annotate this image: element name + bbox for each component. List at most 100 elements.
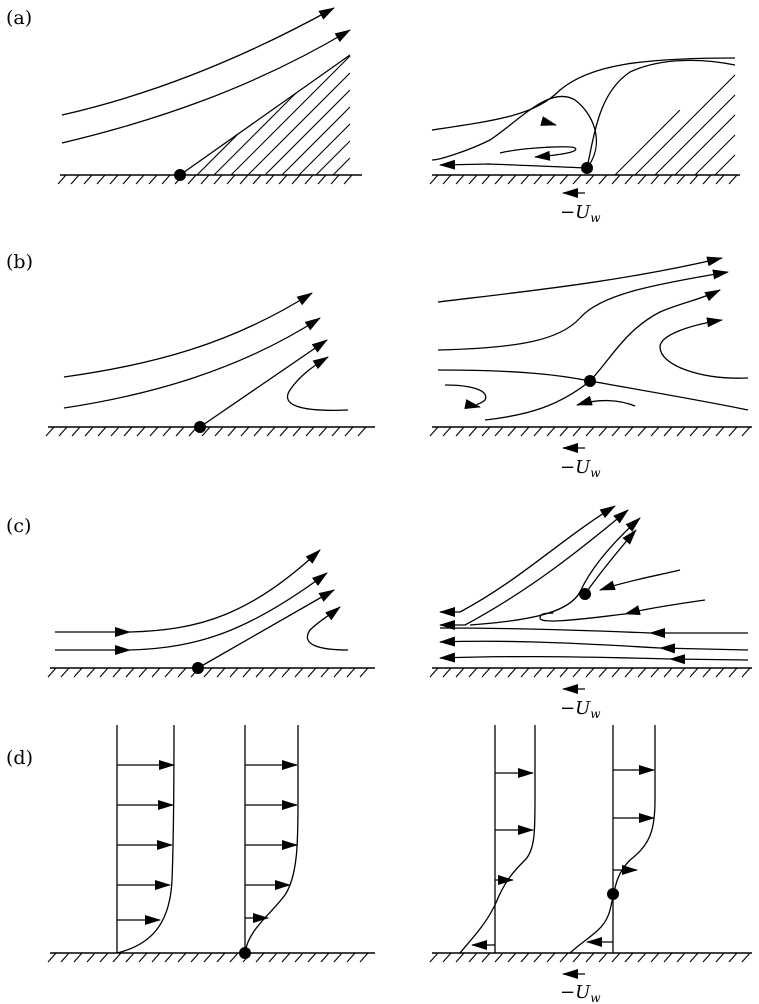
wall-hatch-tick xyxy=(304,174,314,185)
wall-velocity-symbol: U xyxy=(575,202,591,223)
wall-hatch-tick xyxy=(71,426,81,437)
wall-velocity-subscript: w xyxy=(590,211,601,225)
separation-point xyxy=(239,947,251,959)
wall-hatch-tick xyxy=(533,667,543,678)
wall-hatch-tick xyxy=(676,426,686,437)
wall-hatch-tick xyxy=(637,426,647,437)
separated-region-hatching xyxy=(614,74,736,176)
wall-hatch-tick xyxy=(227,426,237,437)
wall-hatch-tick xyxy=(291,174,301,185)
wall-velocity-sign: − xyxy=(560,202,575,223)
panel-a: (a) −Uw xyxy=(6,7,740,225)
wall-hatching xyxy=(429,426,751,437)
wall-hatch-tick xyxy=(468,952,478,963)
wall-hatch-tick xyxy=(318,426,328,437)
separation-point xyxy=(581,162,593,174)
wall-hatch-tick xyxy=(715,174,725,185)
wall-hatch-tick xyxy=(151,952,161,963)
wall-hatch-tick xyxy=(242,667,252,678)
wall-hatch-tick xyxy=(468,426,478,437)
wall-velocity-sign: − xyxy=(560,982,575,1003)
wall-hatch-tick xyxy=(650,426,660,437)
panel-label-b: (b) xyxy=(6,251,33,273)
wall-hatch-tick xyxy=(572,174,582,185)
wall-hatch-tick xyxy=(229,667,239,678)
wall-hatching xyxy=(47,667,369,678)
wall-hatch-tick xyxy=(689,667,699,678)
panel-label-a: (a) xyxy=(6,7,32,29)
streamline xyxy=(437,269,729,351)
wall-hatching xyxy=(429,174,738,185)
wall-hatch-tick xyxy=(572,426,582,437)
wall-hatch-tick xyxy=(676,174,686,185)
separation-point xyxy=(579,588,591,600)
wall-hatch-tick xyxy=(728,426,738,437)
wall-hatch-tick xyxy=(741,426,751,437)
wall-hatch-tick xyxy=(494,952,504,963)
region-hatch-line xyxy=(714,154,736,176)
wall-hatch-tick xyxy=(455,952,465,963)
streamline xyxy=(539,611,626,622)
wall-hatch-tick xyxy=(177,667,187,678)
wall-velocity-label: −Uw xyxy=(560,969,601,1004)
wall-hatch-tick xyxy=(216,667,226,678)
streamline xyxy=(61,29,351,144)
wall-velocity-label: −Uw xyxy=(560,188,601,225)
wall-hatch-tick xyxy=(333,667,343,678)
saddle-point xyxy=(584,375,596,387)
wall-hatch-tick xyxy=(689,426,699,437)
wall-hatch-tick xyxy=(203,952,213,963)
wall-hatch-tick xyxy=(533,174,543,185)
region-hatch-line xyxy=(634,74,736,176)
wall-hatch-tick xyxy=(715,667,725,678)
wall-hatch-tick xyxy=(728,174,738,185)
wall-hatch-tick xyxy=(268,667,278,678)
wall-hatch-tick xyxy=(481,426,491,437)
region-hatch-line xyxy=(332,157,351,176)
wall-hatch-tick xyxy=(455,426,465,437)
panel-a-stationary-wall xyxy=(57,7,362,185)
wall-hatch-tick xyxy=(520,174,530,185)
wall-hatch-tick xyxy=(559,667,569,678)
wall-velocity-sign: − xyxy=(560,698,575,719)
wall-hatch-tick xyxy=(689,952,699,963)
streamline xyxy=(129,572,328,651)
wall-hatch-tick xyxy=(741,667,751,678)
region-hatch-line xyxy=(315,140,351,176)
wall-hatch-tick xyxy=(585,952,595,963)
region-hatch-line xyxy=(264,89,351,176)
wall-hatch-tick xyxy=(305,426,315,437)
wall-hatch-tick xyxy=(136,426,146,437)
wall-hatch-tick xyxy=(201,426,211,437)
wall-hatch-tick xyxy=(650,174,660,185)
wall-hatch-tick xyxy=(252,174,262,185)
wall-hatch-tick xyxy=(125,667,135,678)
wall-hatch-tick xyxy=(112,667,122,678)
wall-velocity-text: −Uw xyxy=(560,698,601,721)
wall-hatch-tick xyxy=(292,426,302,437)
wall-hatch-tick xyxy=(359,952,369,963)
wall-hatch-tick xyxy=(84,426,94,437)
panel-b-stationary-wall xyxy=(45,292,375,437)
wall-hatch-tick xyxy=(320,667,330,678)
wall-hatch-tick xyxy=(494,667,504,678)
wall-velocity-symbol: U xyxy=(575,457,591,478)
wall-hatch-tick xyxy=(546,174,556,185)
wall-hatch-tick xyxy=(330,174,340,185)
wall-hatch-tick xyxy=(213,174,223,185)
wall-hatch-tick xyxy=(442,952,452,963)
wall-hatch-tick xyxy=(494,426,504,437)
wall-hatch-tick xyxy=(357,426,367,437)
wall-hatch-tick xyxy=(307,667,317,678)
separation-point xyxy=(192,662,204,674)
panel-d-moving-wall: −Uw xyxy=(429,725,752,1004)
wall-hatch-tick xyxy=(715,952,725,963)
wall-hatch-tick xyxy=(239,174,249,185)
wall-hatch-tick xyxy=(175,426,185,437)
wall-hatch-tick xyxy=(333,952,343,963)
panel-d: (d) xyxy=(6,724,752,1004)
wall-hatch-tick xyxy=(320,952,330,963)
wall-hatch-tick xyxy=(135,174,145,185)
streamline xyxy=(437,256,723,303)
